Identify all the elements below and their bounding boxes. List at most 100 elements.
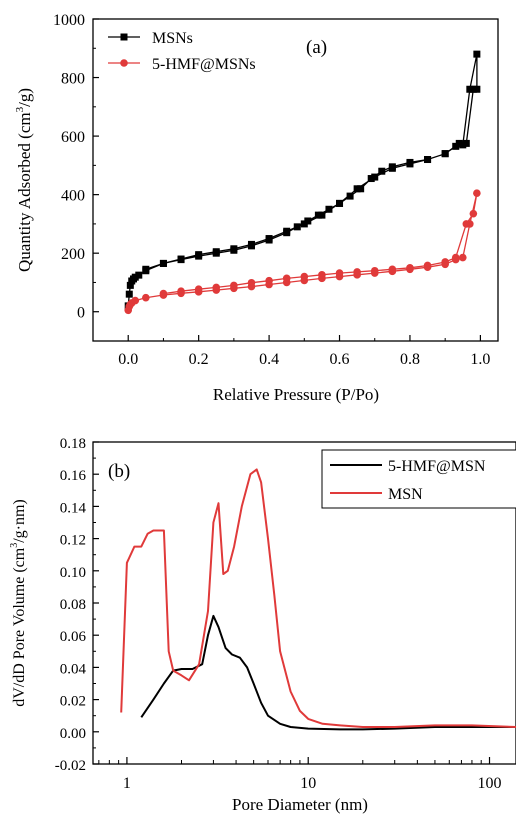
series-line-5-hmf-msn	[140, 614, 516, 731]
data-point	[212, 249, 220, 257]
panel-b-axes: 1 10 100 -0.02 0.00 0.02 0.04 0.06 0.08 0.10 0.12 0…	[55, 436, 502, 792]
panel-a-ylabel-main: Quantity Adsorbed (cm	[15, 112, 34, 272]
data-point	[194, 285, 203, 293]
panel-b-pore-distribution-chart: 1 10 100 -0.02 0.00 0.02 0.04 0.06 0.08 0.10 0.12 0…	[9, 436, 516, 814]
data-point	[459, 141, 467, 149]
panel-a-xtick-label: 0.8	[400, 351, 420, 368]
data-point	[462, 139, 470, 147]
panel-b-ylabel-main: dV/dD Pore Volume (cm	[11, 547, 28, 707]
panel-b-ytick-label: 0.04	[60, 661, 87, 677]
panel-b-xtick-label: 1	[123, 775, 131, 792]
data-point	[304, 217, 312, 225]
panel-a-ylabel: Quantity Adsorbed (cm3/g)	[14, 88, 34, 272]
panel-a-xtick-label: 0.0	[118, 351, 138, 368]
data-point	[283, 229, 291, 237]
data-point	[318, 211, 326, 219]
panel-b-ytick-label: 0.10	[60, 565, 86, 581]
legend-marker-msns	[120, 33, 128, 41]
data-point	[458, 253, 467, 262]
panel-b-label: (b)	[108, 461, 130, 482]
panel-a-ylabel-tail: /g)	[15, 88, 34, 107]
panel-b-xlabel: Pore Diameter (nm)	[232, 795, 368, 814]
panel-a-xtick-label: 0.4	[259, 351, 279, 368]
data-point	[388, 163, 396, 171]
panel-b-ytick-label: 0.14	[60, 500, 87, 516]
data-point	[473, 85, 481, 93]
panel-a-legend: MSNs 5-HMF@MSNs	[108, 30, 256, 73]
data-point	[142, 293, 150, 302]
panel-b-ylabel-sup: 3	[9, 543, 20, 548]
data-point	[388, 265, 397, 274]
panel-a-xtick-label: 0.6	[330, 351, 350, 368]
panel-a-label: (a)	[306, 37, 327, 58]
panel-a-xtick-label: 0.2	[189, 351, 209, 368]
panel-b-ylabel: dV/dD Pore Volume (cm3/g·nm)	[9, 499, 28, 707]
panel-b-ytick-label: 0.06	[60, 629, 87, 645]
panel-a-axes: 0.0 0.2 0.4 0.6 0.8 1.0 0 200 400 600 800 1000	[53, 12, 490, 368]
panel-a-plot-frame	[92, 18, 499, 342]
panel-b-ytick-label: 0.12	[60, 533, 86, 549]
data-point	[159, 289, 168, 298]
data-point	[159, 259, 167, 267]
panel-a-ytick-label: 600	[61, 129, 85, 146]
data-point	[293, 223, 301, 231]
data-point	[451, 253, 460, 262]
data-point	[335, 269, 344, 277]
data-point	[282, 274, 291, 283]
data-point	[265, 276, 273, 285]
data-point	[455, 139, 463, 147]
data-point	[346, 192, 354, 200]
panel-a-ytick-label: 400	[61, 188, 85, 205]
data-point	[325, 205, 333, 213]
panel-a-xlabel: Relative Pressure (P/Po)	[213, 385, 379, 404]
data-point	[142, 265, 150, 273]
data-point	[353, 268, 361, 276]
data-point	[473, 50, 481, 58]
panel-b-series	[120, 468, 516, 731]
data-point	[247, 242, 255, 250]
legend-label-5-hmf-msn: 5-HMF@MSN	[388, 458, 486, 475]
data-point	[177, 287, 185, 296]
series-msns	[124, 50, 481, 310]
legend-label-msn: MSN	[388, 486, 423, 503]
data-point	[300, 220, 308, 228]
data-point	[314, 211, 322, 219]
data-point	[469, 85, 477, 93]
data-point	[131, 296, 140, 305]
data-point	[125, 290, 133, 298]
panel-b-ytick-label: 0.18	[60, 436, 86, 452]
panel-b-ylabel-tail: /g·nm)	[11, 499, 28, 543]
panel-b-legend: 5-HMF@MSN MSN	[321, 449, 516, 509]
data-point	[378, 167, 386, 175]
panel-b-xtick-label: 100	[478, 775, 502, 792]
data-point	[126, 281, 134, 289]
panel-a-ytick-label: 800	[61, 71, 85, 88]
panel-b-legend-box	[321, 449, 516, 509]
data-point	[423, 261, 432, 270]
panel-a-ytick-label: 200	[61, 246, 85, 263]
data-point	[247, 278, 256, 287]
legend-marker-hmf-msns	[120, 59, 128, 67]
panel-a-ytick-label: 1000	[53, 12, 85, 29]
data-point	[353, 185, 361, 193]
data-point	[230, 246, 238, 254]
data-point	[424, 156, 432, 164]
data-point	[357, 185, 365, 193]
series-line-msn	[120, 468, 516, 728]
data-point	[469, 209, 478, 218]
data-point	[230, 281, 238, 290]
data-point	[300, 272, 309, 281]
panel-b-xtick-label: 10	[300, 775, 316, 792]
panel-a-ylabel-sup: 3	[14, 106, 26, 112]
data-point	[406, 158, 414, 166]
data-point	[371, 173, 379, 181]
panel-a-xtick-label: 1.0	[470, 351, 490, 368]
panel-a-ytick-label: 0	[77, 305, 85, 322]
data-point	[177, 256, 185, 264]
panel-b-ytick-label: 0.08	[60, 597, 86, 613]
data-point	[441, 258, 449, 266]
panel-b-ytick-label: 0.00	[60, 726, 86, 742]
data-point	[318, 271, 326, 279]
